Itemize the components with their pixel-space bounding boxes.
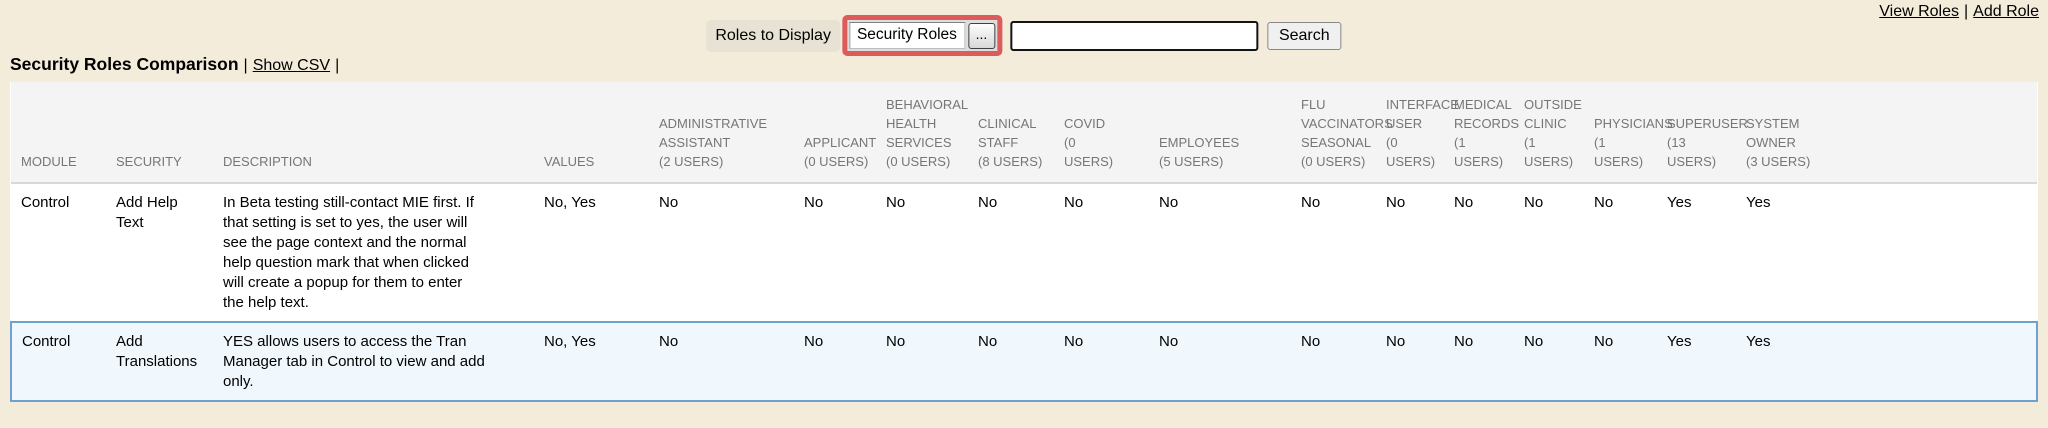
role-value-cell: No (1444, 321, 1514, 402)
header-role: FLU VACCINATORS SEASONAL (0 USERS) (1291, 82, 1393, 184)
header-module: MODULE (11, 82, 106, 184)
roles-highlight-ring: Security Roles ... (841, 15, 1002, 56)
role-value-cell: No (1291, 183, 1376, 322)
module-cell: Control (11, 183, 106, 322)
role-value-cell: No (649, 183, 794, 322)
role-value-cell: No (876, 183, 968, 322)
description-text: YES allows users to access the Tran Mana… (223, 333, 485, 390)
header-role: CLINICAL STAFF (8 USERS) (968, 82, 1054, 184)
header-role: MEDICAL RECORDS (1 USERS) (1444, 82, 1519, 184)
table-row[interactable]: Control Add Help Text In Beta testing stil… (11, 183, 2037, 322)
header-role: PHYSICIANS (1 USERS) (1584, 82, 1673, 184)
role-value-cell: No (1376, 321, 1444, 402)
header-role: ADMINISTRATIVE ASSISTANT (2 USERS) (649, 82, 794, 184)
roles-picker-button[interactable]: ... (967, 22, 995, 49)
role-value-cell: No (968, 183, 1054, 322)
role-value-cell: No (968, 321, 1054, 402)
table-header-row: MODULE SECURITY DESCRIPTION VALUES ADMIN… (11, 82, 2037, 184)
header-role: APPLICANT (0 USERS) (794, 82, 876, 184)
role-value-cell: No (1584, 183, 1657, 322)
role-value-cell: No (876, 321, 968, 402)
module-cell: Control (10, 321, 106, 402)
header-role: BEHAVIORAL HEALTH SERVICES (0 USERS) (876, 82, 968, 184)
role-value-cell: No (794, 321, 876, 402)
table-row[interactable]: Control Add Translations YES allows users … (10, 321, 2038, 402)
description-cell: In Beta testing still-contact MIE first.… (213, 183, 534, 322)
controls-bar: Roles to Display Security Roles ... Sear… (706, 15, 1342, 56)
title-trailing-separator: | (335, 57, 340, 74)
roles-to-display-label: Roles to Display (706, 19, 840, 52)
topbar: View Roles | Add Role Roles to Display Sec… (0, 0, 2048, 56)
ellipsis-icon: ... (975, 25, 988, 42)
view-roles-link[interactable]: View Roles (1879, 3, 1960, 20)
role-value-cell: No (1376, 183, 1444, 322)
title-separator: | (243, 57, 248, 74)
description-cell: YES allows users to access the Tran Mana… (213, 321, 534, 402)
page-title: Security Roles Comparison (10, 54, 239, 74)
roles-select-value: Security Roles (856, 26, 957, 43)
show-csv-link[interactable]: Show CSV (252, 57, 331, 74)
role-value-cell: Yes (1657, 321, 1736, 402)
description-text: In Beta testing still-contact MIE first.… (223, 194, 474, 311)
role-value-cell: No (1054, 183, 1149, 322)
header-role: EMPLOYEES (5 USERS) (1149, 82, 1291, 184)
header-description: DESCRIPTION (213, 82, 534, 184)
top-links: View Roles | Add Role (1879, 3, 2039, 21)
header-security: SECURITY (106, 82, 213, 184)
role-value-cell: No (1514, 183, 1584, 322)
role-value-cell: No (794, 183, 876, 322)
role-value-cell: No (1444, 183, 1514, 322)
role-value-cell: Yes (1736, 183, 2037, 322)
link-separator: | (1964, 3, 1969, 20)
security-cell: Add Help Text (106, 183, 213, 322)
search-button[interactable]: Search (1266, 21, 1342, 50)
add-role-link[interactable]: Add Role (1973, 3, 2039, 20)
header-role: OUTSIDE CLINIC (1 USERS) (1514, 82, 1584, 184)
roles-table: MODULE SECURITY DESCRIPTION VALUES ADMIN… (10, 82, 2038, 402)
heading-row: Security Roles Comparison | Show CSV | (10, 54, 2048, 75)
role-value-cell: No (1054, 321, 1149, 402)
security-cell: Add Translations (106, 321, 213, 402)
role-value-cell: No (1149, 321, 1291, 402)
role-value-cell: Yes (1657, 183, 1736, 322)
header-role: COVID (0 USERS) (1054, 82, 1149, 184)
role-value-cell: No (1291, 321, 1376, 402)
header-role: SYSTEM OWNER (3 USERS) (1736, 82, 2037, 184)
values-cell: No, Yes (534, 321, 649, 402)
header-role: INTERFACE USER (0 USERS) (1376, 82, 1459, 184)
table-body: Control Add Help Text In Beta testing stil… (10, 183, 2038, 402)
roles-select[interactable]: Security Roles (848, 22, 965, 49)
role-value-cell: No (1584, 321, 1657, 402)
role-value-cell: Yes (1736, 321, 2038, 402)
role-value-cell: No (649, 321, 794, 402)
header-role: SUPERUSER (13 USERS) (1657, 82, 1748, 184)
search-input[interactable] (1009, 20, 1258, 51)
role-value-cell: No (1149, 183, 1291, 322)
header-values: VALUES (534, 82, 649, 184)
role-value-cell: No (1514, 321, 1584, 402)
values-cell: No, Yes (534, 183, 649, 322)
